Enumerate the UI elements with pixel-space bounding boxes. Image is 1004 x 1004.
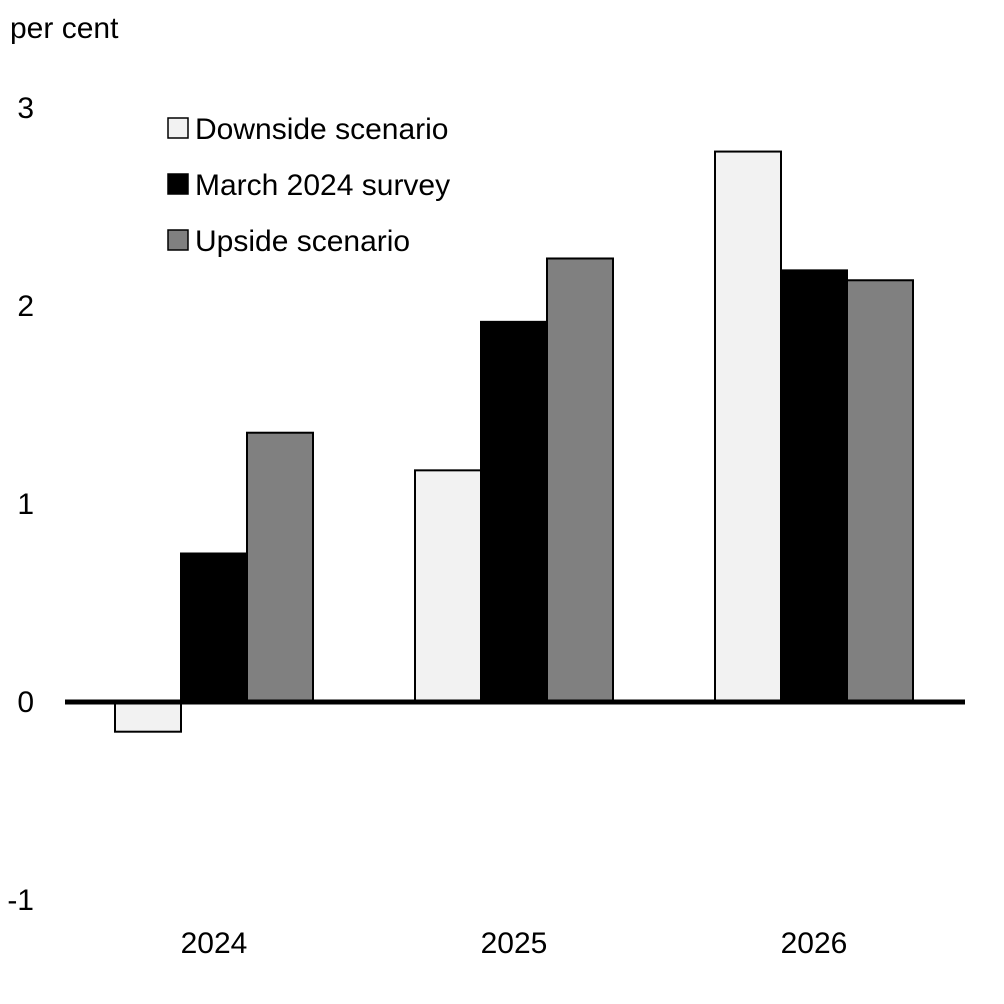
x-tick-label: 2024 (181, 927, 248, 960)
bars-group (114, 150, 914, 733)
y-tick-label: 2 (17, 290, 34, 323)
x-tick-label: 2025 (481, 927, 548, 960)
y-tick-label: -1 (7, 884, 34, 917)
bar-march-2024-survey-2024 (180, 552, 248, 703)
legend-label: March 2024 survey (195, 169, 450, 202)
bar-downside-scenario-2026 (714, 150, 782, 703)
x-tick-label: 2026 (781, 927, 848, 960)
bar-upside-scenario-2024 (246, 431, 314, 703)
bar-march-2024-survey-2025 (480, 320, 548, 703)
legend-swatch (167, 117, 189, 139)
legend: Downside scenario March 2024 survey Upside… (167, 113, 450, 258)
y-axis-label: per cent (10, 12, 119, 45)
bar-downside-scenario-2024 (114, 701, 182, 733)
legend-swatch (167, 229, 189, 251)
bar-upside-scenario-2025 (546, 257, 614, 703)
legend-label: Downside scenario (195, 113, 448, 146)
y-axis-ticks: -1 0 1 2 3 (7, 92, 34, 917)
bar-upside-scenario-2026 (846, 279, 914, 703)
y-tick-label: 3 (17, 92, 34, 125)
bar-downside-scenario-2025 (414, 469, 482, 703)
legend-label: Upside scenario (195, 225, 410, 258)
y-tick-label: 0 (17, 686, 34, 719)
x-axis-ticks: 2024 2025 2026 (181, 927, 848, 960)
y-tick-label: 1 (17, 488, 34, 521)
bar-march-2024-survey-2026 (780, 269, 848, 703)
legend-swatch (167, 173, 189, 195)
